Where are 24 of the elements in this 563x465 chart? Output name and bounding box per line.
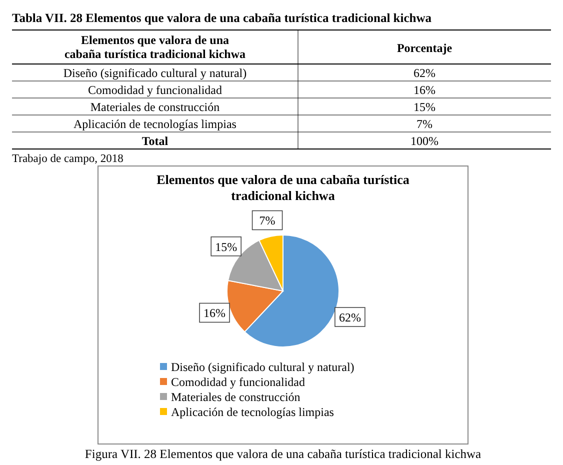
text: 16% bbox=[414, 83, 436, 97]
legend-label: Comodidad y funcionalidad bbox=[171, 375, 305, 389]
legend-label: Diseño (significado cultural y natural) bbox=[171, 360, 354, 374]
category-label: Diseño (significado cultural y natural) bbox=[63, 66, 247, 80]
legend-label: Aplicación de tecnologías limpias bbox=[171, 405, 334, 419]
text: Elementos que valora de una cabaña turística tradicional kichwa bbox=[64, 33, 246, 61]
legend-label: Materiales de construcción bbox=[171, 390, 300, 404]
text: Total bbox=[142, 134, 169, 148]
text: Figura VII. 28 Elementos que valora de una cabaña turística tradicional kichwa bbox=[84, 447, 482, 461]
category-label: Materiales de construcción bbox=[90, 100, 220, 114]
text: Tabla VII. 28 Elementos que valora de una cabaña turística tradicional kichwa bbox=[12, 11, 432, 25]
text: 100% bbox=[410, 134, 438, 148]
category-label: Comodidad y funcionalidad bbox=[88, 83, 222, 97]
data-label: 15% bbox=[215, 240, 238, 254]
data-label: 7% bbox=[259, 214, 276, 228]
text: 7% bbox=[416, 117, 432, 131]
text: 62% bbox=[414, 66, 436, 80]
text: 15% bbox=[414, 100, 436, 114]
data-label: 16% bbox=[204, 306, 226, 320]
category-label: Aplicación de tecnologías limpias bbox=[74, 117, 237, 131]
text: Porcentaje bbox=[396, 41, 453, 55]
text: Trabajo de campo, 2018 bbox=[12, 153, 124, 165]
data-label: 62% bbox=[338, 310, 361, 325]
chart-title: Elementos que valora de una cabaña turística tradicional kichwa bbox=[156, 172, 410, 203]
